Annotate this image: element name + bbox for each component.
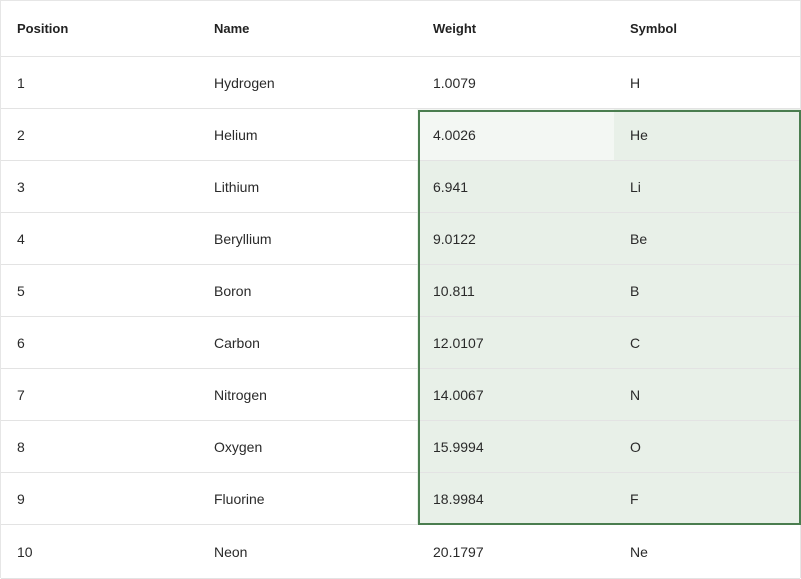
- table-row: 7 Nitrogen 14.0067 N: [1, 368, 800, 421]
- cell-position[interactable]: 3: [1, 160, 198, 213]
- table-row: 9 Fluorine 18.9984 F: [1, 472, 800, 525]
- table-row: 4 Beryllium 9.0122 Be: [1, 212, 800, 265]
- table-row: 5 Boron 10.811 B: [1, 264, 800, 317]
- cell-name[interactable]: Fluorine: [198, 472, 417, 525]
- cell-weight[interactable]: 20.1797: [417, 524, 614, 579]
- table-row: 3 Lithium 6.941 Li: [1, 160, 800, 213]
- table-row: 8 Oxygen 15.9994 O: [1, 420, 800, 473]
- column-header-weight[interactable]: Weight: [417, 1, 614, 57]
- column-header-position[interactable]: Position: [1, 1, 198, 57]
- cell-weight-selected[interactable]: 12.0107: [417, 316, 614, 369]
- cell-position[interactable]: 7: [1, 368, 198, 421]
- cell-weight-selected[interactable]: 9.0122: [417, 212, 614, 265]
- cell-name[interactable]: Nitrogen: [198, 368, 417, 421]
- cell-symbol-selected[interactable]: O: [614, 420, 800, 473]
- cell-weight-selected[interactable]: 14.0067: [417, 368, 614, 421]
- cell-weight-selected[interactable]: 15.9994: [417, 420, 614, 473]
- cell-name[interactable]: Helium: [198, 108, 417, 161]
- cell-position[interactable]: 10: [1, 524, 198, 579]
- table-row: 1 Hydrogen 1.0079 H: [1, 56, 800, 109]
- column-header-symbol[interactable]: Symbol: [614, 1, 800, 57]
- cell-symbol[interactable]: Ne: [614, 524, 800, 579]
- cell-symbol[interactable]: H: [614, 56, 800, 109]
- table-row: 6 Carbon 12.0107 C: [1, 316, 800, 369]
- column-header-name[interactable]: Name: [198, 1, 417, 57]
- cell-position[interactable]: 9: [1, 472, 198, 525]
- cell-name[interactable]: Boron: [198, 264, 417, 317]
- cell-position[interactable]: 1: [1, 56, 198, 109]
- cell-name[interactable]: Oxygen: [198, 420, 417, 473]
- cell-symbol-selected[interactable]: Be: [614, 212, 800, 265]
- header-row: Position Name Weight Symbol: [1, 1, 800, 57]
- cell-weight-selected[interactable]: 6.941: [417, 160, 614, 213]
- cell-symbol-selected[interactable]: B: [614, 264, 800, 317]
- cell-weight-selected[interactable]: 18.9984: [417, 472, 614, 525]
- table-row: 10 Neon 20.1797 Ne: [1, 524, 800, 579]
- cell-position[interactable]: 4: [1, 212, 198, 265]
- cell-weight[interactable]: 1.0079: [417, 56, 614, 109]
- cell-symbol-selected[interactable]: C: [614, 316, 800, 369]
- cell-name[interactable]: Beryllium: [198, 212, 417, 265]
- cell-name[interactable]: Lithium: [198, 160, 417, 213]
- cell-position[interactable]: 5: [1, 264, 198, 317]
- cell-weight-active[interactable]: 4.0026: [417, 108, 614, 161]
- cell-position[interactable]: 6: [1, 316, 198, 369]
- cell-symbol-selected[interactable]: F: [614, 472, 800, 525]
- cell-position[interactable]: 8: [1, 420, 198, 473]
- cell-symbol-selected[interactable]: He: [614, 108, 800, 161]
- cell-name[interactable]: Carbon: [198, 316, 417, 369]
- cell-symbol-selected[interactable]: N: [614, 368, 800, 421]
- cell-name[interactable]: Hydrogen: [198, 56, 417, 109]
- cell-symbol-selected[interactable]: Li: [614, 160, 800, 213]
- table-row: 2 Helium 4.0026 He: [1, 108, 800, 161]
- cell-name[interactable]: Neon: [198, 524, 417, 579]
- cell-weight-selected[interactable]: 10.811: [417, 264, 614, 317]
- cell-position[interactable]: 2: [1, 108, 198, 161]
